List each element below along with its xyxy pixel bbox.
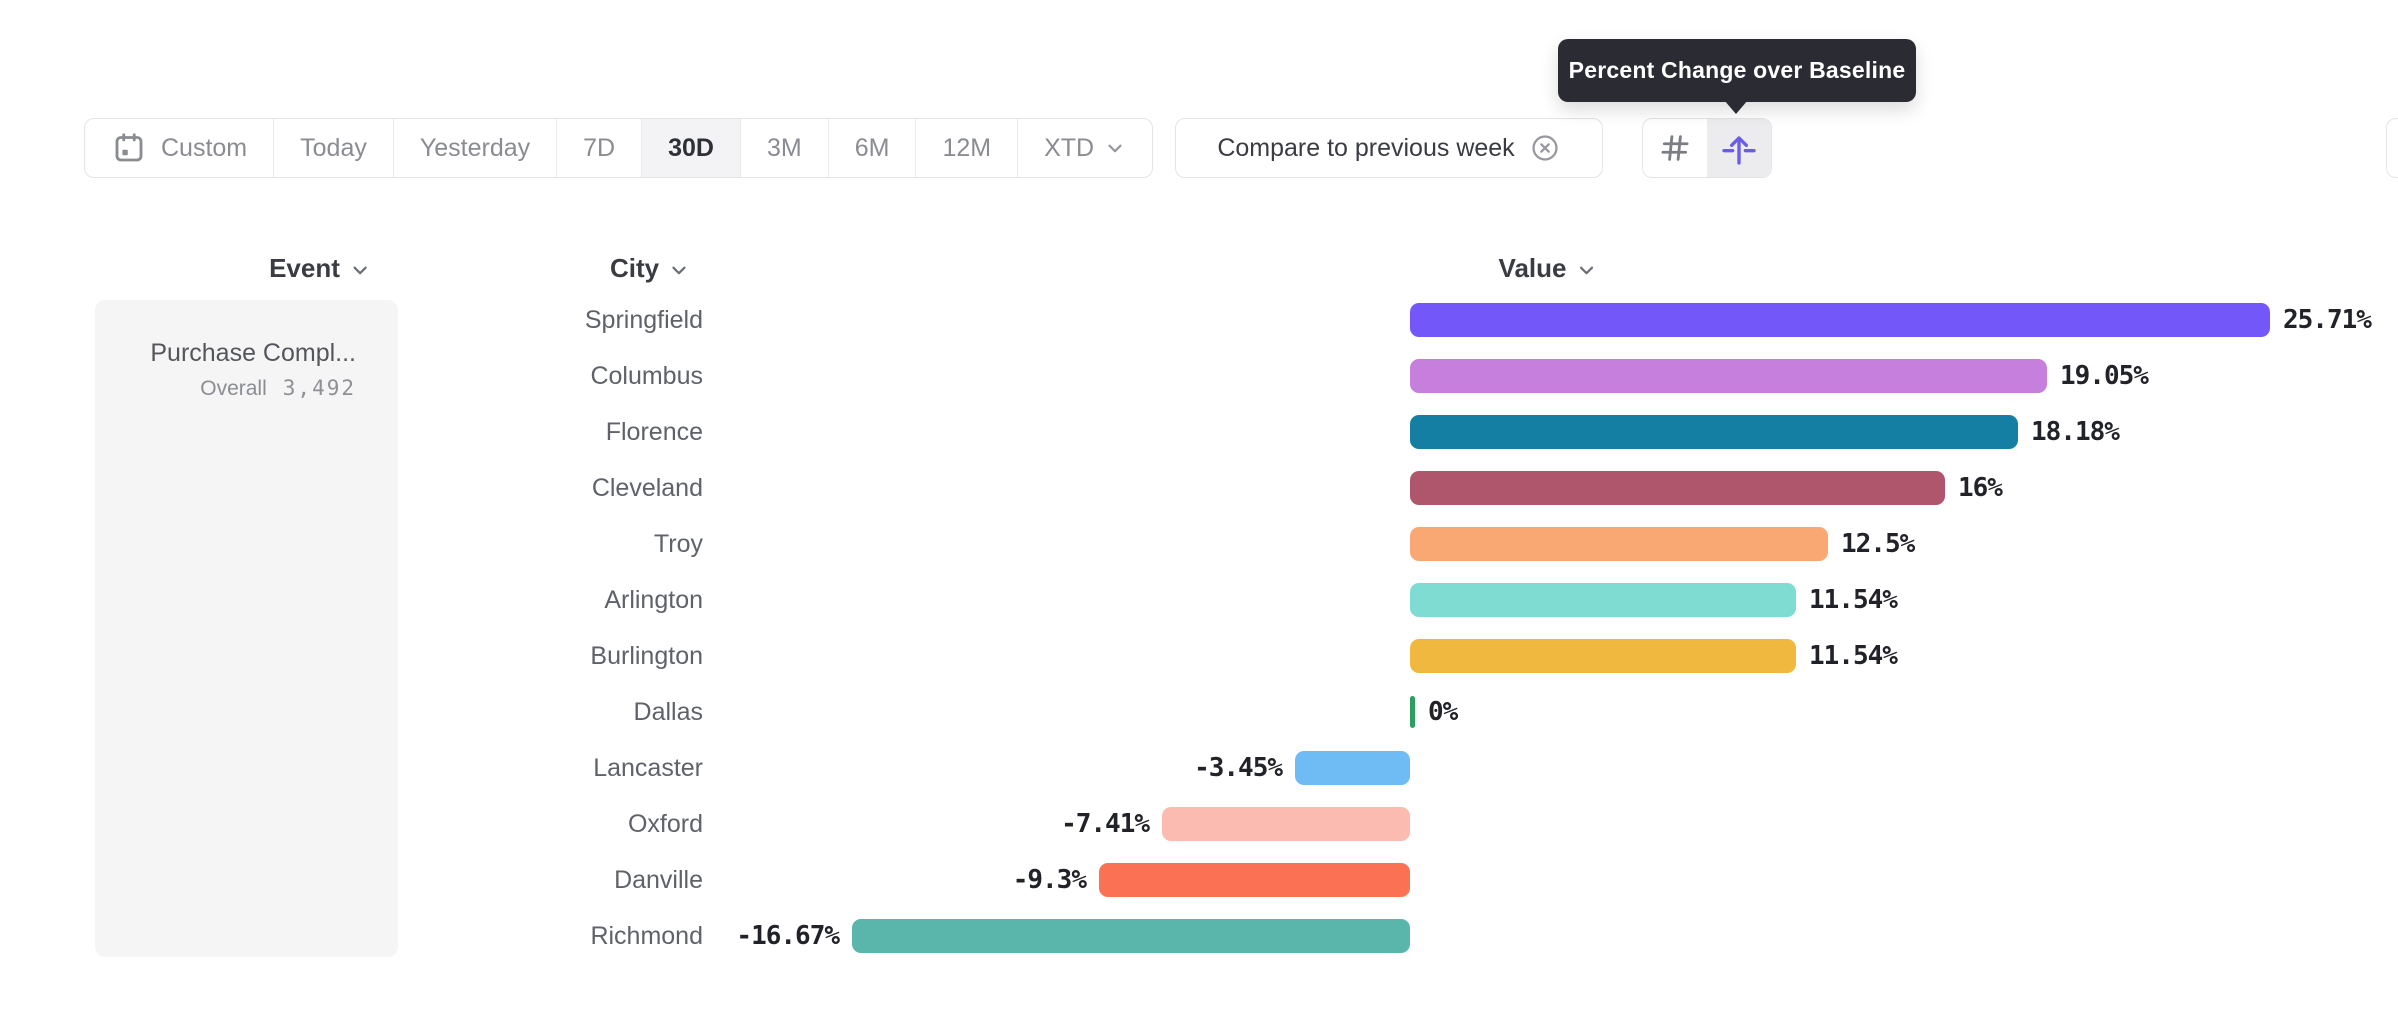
- chevron-down-icon: [349, 259, 371, 281]
- column-header-event[interactable]: Event: [269, 250, 371, 286]
- hash-icon: [1658, 131, 1692, 165]
- date-range-label: Today: [300, 133, 367, 162]
- value-bar-arlington[interactable]: [1410, 583, 1796, 617]
- value-bar-columbus[interactable]: [1410, 359, 2047, 393]
- chevron-down-icon: [1104, 137, 1126, 159]
- view-toggle-group: [1642, 118, 1772, 178]
- column-header-value[interactable]: Value: [1499, 250, 1598, 286]
- tooltip-text: Percent Change over Baseline: [1568, 57, 1906, 83]
- value-label: 19.05%: [2060, 361, 2149, 391]
- value-bar-cleveland[interactable]: [1410, 471, 1945, 505]
- value-label: 18.18%: [2031, 417, 2120, 447]
- compare-chip-label: Compare to previous week: [1217, 133, 1515, 162]
- baseline-arrow-icon: [1719, 128, 1759, 168]
- value-label: 0%: [1428, 697, 1458, 727]
- tooltip-percent-change: Percent Change over Baseline: [1558, 39, 1916, 102]
- value-bar-dallas[interactable]: [1410, 696, 1415, 728]
- value-label: -16.67%: [736, 921, 840, 951]
- date-range-label: 12M: [942, 133, 992, 162]
- value-bar-richmond[interactable]: [852, 919, 1410, 953]
- toggle-percent-change-baseline[interactable]: [1707, 119, 1771, 177]
- edge-clipped-button[interactable]: [2386, 118, 2398, 178]
- value-label: 11.54%: [1809, 585, 1898, 615]
- chevron-down-icon: [1575, 259, 1597, 281]
- circle-x-icon[interactable]: [1529, 132, 1561, 164]
- date-range-yesterday[interactable]: Yesterday: [394, 119, 558, 177]
- date-range-xtd[interactable]: XTD: [1018, 119, 1152, 177]
- date-range-label: XTD: [1044, 133, 1095, 162]
- value-bar-danville[interactable]: [1099, 863, 1410, 897]
- date-range-label: 7D: [583, 133, 616, 162]
- date-range-today[interactable]: Today: [274, 119, 394, 177]
- date-range-custom[interactable]: Custom: [85, 119, 275, 177]
- value-label: 25.71%: [2283, 305, 2372, 335]
- column-header-event-label: Event: [269, 253, 340, 283]
- column-header-value-label: Value: [1498, 253, 1567, 283]
- date-range-12m[interactable]: 12M: [916, 119, 1019, 177]
- calendar-icon: [111, 130, 147, 166]
- date-range-30d[interactable]: 30D: [642, 119, 741, 177]
- value-bar-lancaster[interactable]: [1295, 751, 1410, 785]
- toggle-absolute-numbers[interactable]: [1643, 119, 1707, 177]
- chevron-down-icon: [668, 259, 690, 281]
- date-range-segmented-control: Custom Today Yesterday 7D 30D 3M 6M 12M XTD: [84, 118, 1154, 178]
- value-label: 16%: [1958, 473, 2003, 503]
- value-bar-burlington[interactable]: [1410, 639, 1796, 673]
- value-bar-troy[interactable]: [1410, 527, 1828, 561]
- date-range-6m[interactable]: 6M: [829, 119, 917, 177]
- date-range-7d[interactable]: 7D: [557, 119, 643, 177]
- event-overall: Overall 3,492: [115, 376, 356, 401]
- column-header-city[interactable]: City: [610, 250, 690, 286]
- event-name: Purchase Compl...: [150, 339, 356, 367]
- value-bar-springfield[interactable]: [1410, 303, 2270, 337]
- value-bar-florence[interactable]: [1410, 415, 2018, 449]
- tooltip-arrow: [1724, 100, 1748, 114]
- value-label: 12.5%: [1841, 529, 1915, 559]
- event-card[interactable]: Purchase Compl... Overall 3,492: [95, 300, 398, 957]
- date-range-3m[interactable]: 3M: [741, 119, 829, 177]
- value-bar-oxford[interactable]: [1162, 807, 1410, 841]
- value-label: 11.54%: [1809, 641, 1898, 671]
- value-label: -3.45%: [1194, 753, 1283, 783]
- date-range-label: Yesterday: [419, 133, 531, 162]
- date-range-label: 30D: [668, 133, 714, 162]
- date-range-label: 3M: [766, 133, 802, 162]
- date-range-label: Custom: [161, 133, 248, 162]
- compare-chip[interactable]: Compare to previous week: [1175, 118, 1603, 178]
- event-overall-label: Overall: [200, 377, 267, 400]
- value-label: -7.41%: [1061, 809, 1150, 839]
- event-overall-value: 3,492: [282, 376, 356, 400]
- column-header-city-label: City: [609, 253, 660, 283]
- value-label: -9.3%: [1012, 865, 1087, 895]
- date-range-label: 6M: [854, 133, 890, 162]
